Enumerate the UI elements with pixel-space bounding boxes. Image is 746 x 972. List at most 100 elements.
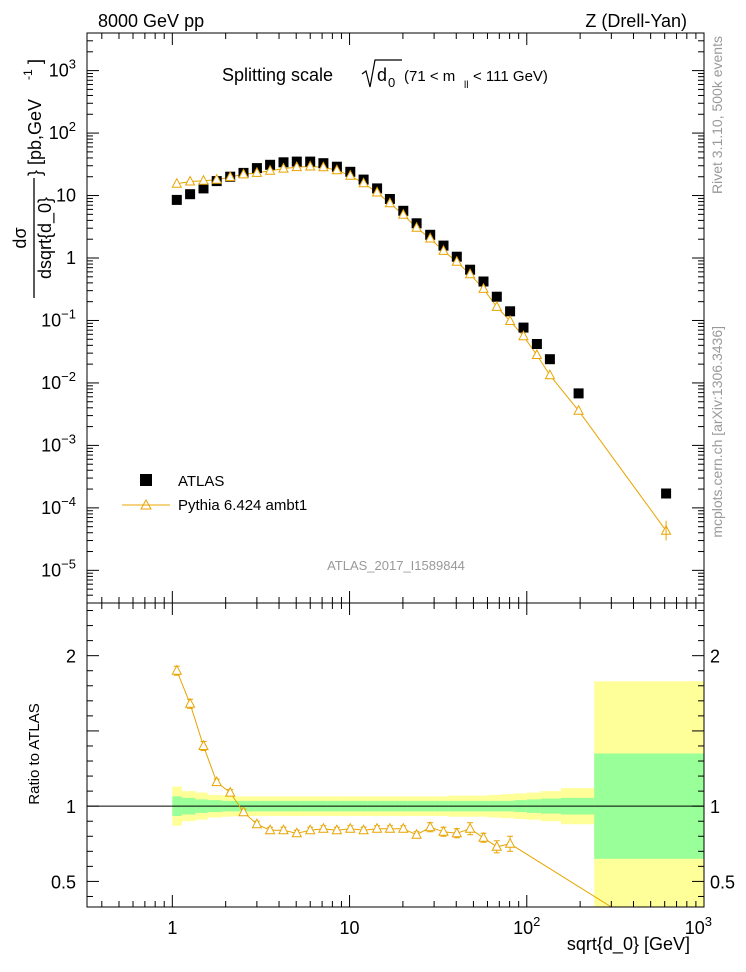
x-axis-label: sqrt{d_0} [GeV] (567, 934, 690, 955)
ratio-point (224, 786, 236, 797)
ratio-point (358, 824, 369, 835)
pythia-point (371, 186, 383, 197)
y-label-close: ] (25, 59, 45, 64)
pythia-point (544, 369, 556, 380)
legend-pythia-marker (140, 498, 152, 510)
ratio-y-axis-label: Ratio to ATLAS (26, 703, 43, 804)
plot-title: Splitting scale d 0 (71 < m ll < 111 GeV… (222, 59, 548, 91)
header-right: Z (Drell-Yan) (585, 11, 687, 31)
pythia-point (291, 161, 303, 172)
ratio-point (424, 821, 436, 832)
ratio-y-tick-label-right: 2 (710, 647, 720, 667)
atlas-point (478, 276, 489, 287)
atlas-point (185, 189, 196, 200)
pythia-point (251, 166, 263, 177)
ratio-point (384, 822, 396, 833)
main-y-tick-label: 10−3 (41, 431, 76, 455)
title-range-close: < 111 GeV) (473, 68, 548, 85)
atlas-point (198, 183, 209, 194)
legend-atlas-marker (140, 474, 152, 486)
ratio-y-tick-label: 0.5 (51, 872, 76, 892)
x-tick-label: 102 (513, 914, 540, 938)
ratio-point (198, 739, 209, 750)
pythia-point (478, 282, 489, 293)
pythia-point (424, 232, 436, 243)
atlas-point (573, 388, 584, 399)
main-frame (86, 32, 705, 604)
title-range-open: (71 < m (404, 68, 455, 85)
pythia-point (171, 177, 183, 188)
ratio-curve (176, 670, 612, 908)
header-left: 8000 GeV pp (98, 11, 204, 31)
pythia-point (238, 168, 249, 179)
ratio-ticks: 0.5 0.5 1 1 2 2 1 10 102 103 (51, 603, 735, 938)
pythia-point (304, 160, 316, 171)
y-label-denominator: dsqrt{d_0} (35, 197, 56, 279)
ratio-point (331, 824, 343, 835)
pythia-point (411, 221, 422, 232)
mcplots-label: mcplots.cern.ch [arXiv:1306.3436] (709, 326, 725, 538)
y-label-numerator: dσ (10, 227, 30, 248)
atlas-point (505, 306, 516, 317)
ratio-y-tick-label-right: 0.5 (710, 872, 735, 892)
main-y-tick-label: 102 (49, 119, 76, 143)
pythia-point (518, 330, 529, 341)
sqrt-symbol (361, 59, 402, 88)
ratio-point (371, 822, 383, 833)
title-range-sub: ll (464, 80, 468, 91)
pythia-point (198, 174, 209, 185)
plot-title-text: Splitting scale (222, 65, 333, 85)
ratio-point (397, 822, 409, 833)
x-tick-label: 103 (685, 914, 712, 938)
atlas-point (518, 322, 529, 333)
main-data-layer (171, 156, 672, 541)
pythia-point (358, 177, 369, 188)
ratio-panel: 0.5 0.5 1 1 2 2 1 10 102 103 (51, 602, 735, 938)
y-label-unit-sup: -1 (21, 69, 35, 80)
ratio-point (504, 837, 516, 848)
pythia-point (438, 244, 449, 255)
ratio-point (211, 776, 223, 787)
main-ticks: 10−5 10−4 10−3 10−2 10−1 1 10 102 103 (41, 32, 705, 604)
pythia-point (451, 255, 463, 266)
ratio-point (184, 697, 196, 708)
main-y-axis-label: dσ dsqrt{d_0} } [pb,GeV -1 ] (10, 59, 56, 298)
pythia-point (491, 300, 503, 311)
ratio-point (438, 825, 449, 836)
ratio-point (304, 824, 316, 835)
ratio-point (171, 664, 183, 675)
atlas-point (544, 354, 555, 365)
ratio-point (251, 818, 263, 829)
x-tick-label: 1 (167, 918, 177, 938)
main-y-tick-label: 10−4 (41, 494, 76, 518)
atlas-point (531, 339, 542, 349)
ratio-point (491, 840, 503, 851)
main-panel: 10−5 10−4 10−3 10−2 10−1 1 10 102 103 (41, 32, 705, 604)
rivet-label: Rivet 3.1.10, 500k events (709, 36, 725, 194)
main-y-tick-label: 10−1 (41, 306, 76, 330)
ratio-point (238, 806, 249, 817)
atlas-point (278, 157, 289, 168)
ratio-point (291, 827, 303, 838)
main-y-tick-label: 1 (66, 248, 76, 268)
x-tick-label: 10 (340, 918, 360, 938)
atlas-point (661, 488, 672, 499)
ratio-point (278, 824, 289, 835)
legend-atlas-label: ATLAS (178, 473, 224, 490)
ratio-y-tick-label: 1 (66, 797, 76, 817)
y-label-unit: } [pb,GeV (25, 99, 45, 176)
title-symbol: d (377, 65, 387, 85)
ratio-frame (86, 602, 705, 908)
title-symbol-sub: 0 (388, 75, 395, 90)
legend-pythia-label: Pythia 6.424 ambt1 (178, 497, 307, 514)
ratio-point (464, 822, 476, 833)
main-y-tick-label: 10−5 (41, 556, 76, 580)
ratio-point (451, 827, 463, 838)
analysis-watermark: ATLAS_2017_I1589844 (327, 558, 465, 573)
pythia-point (318, 161, 329, 172)
ratio-y-tick-label: 2 (66, 647, 76, 667)
pythia-point (331, 164, 343, 175)
ratio-data-layer (87, 664, 705, 908)
pythia-point (464, 268, 476, 279)
